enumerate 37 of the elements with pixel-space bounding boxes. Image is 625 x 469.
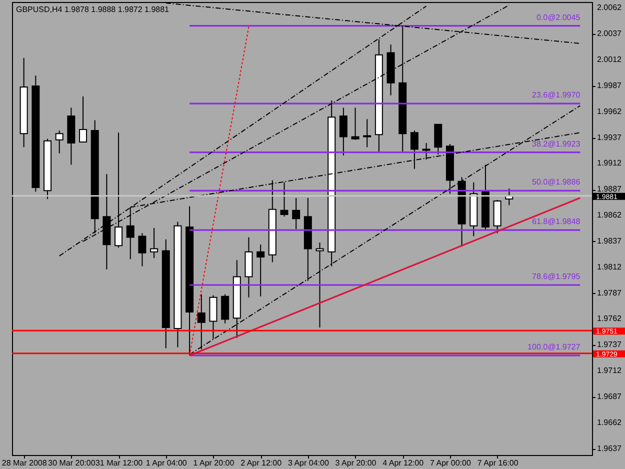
y-tick-label: 1.9962 [597,106,622,116]
series-label: 61.8@1.9848 [532,217,581,226]
x-tick-label: 7 Apr 16:00 [477,458,519,468]
y-tick-label: 1.9637 [597,444,622,453]
y-tick-label: 1.9762 [597,314,622,324]
y-tick-label: 1.9937 [597,132,622,142]
x-tick-label: 2 Apr 12:00 [240,458,282,468]
x-tick-label: 7 Apr 00:00 [430,458,472,468]
y-tick-label: 2.0062 [597,3,622,12]
series-label: 38.2@1.9923 [532,139,581,148]
y-tick-label: 1.9912 [597,158,622,168]
x-tick-label: 30 Mar 20:00 [48,458,96,468]
y-tick-label: 1.9837 [597,236,622,246]
y-tick-label: 1.9662 [597,418,622,427]
y-tick-label: 1.9862 [597,210,622,220]
x-tick-label: 3 Apr 20:00 [335,458,377,468]
y-tick-label: 1.9712 [597,366,622,376]
chart-title: GBPUSD,H4 1.9878 1.9888 1.9872 1.9881 [16,5,170,14]
y-tick-label: 1.9687 [597,392,622,401]
x-tick-label: 28 Mar 2008 [2,458,48,468]
y-tick-label: 1.9812 [597,262,622,272]
series-label: 50.0@1.9886 [532,178,581,187]
series-label: 100.0@1.9727 [528,342,581,352]
series-label: 23.6@1.9970 [532,90,581,100]
y-tick-label: 2.0037 [597,29,622,38]
x-tick-label: 4 Apr 12:00 [382,458,424,468]
y-tick-label: 1.9787 [597,288,622,298]
x-tick-label: 1 Apr 20:00 [193,458,235,468]
y-tick-label: 1.9737 [597,340,622,350]
x-tick-label: 31 Mar 12:00 [95,458,144,468]
series-label: 0.0@2.0045 [536,12,581,22]
x-tick-label: 1 Apr 04:00 [146,458,188,468]
y-tick-label: 1.9987 [597,80,622,90]
series-label: 78.6@1.9795 [532,272,581,281]
y-tick-label: 2.0012 [597,55,622,64]
x-tick-label: 3 Apr 04:00 [288,458,330,468]
y-tick-label: 1.9887 [597,184,622,194]
